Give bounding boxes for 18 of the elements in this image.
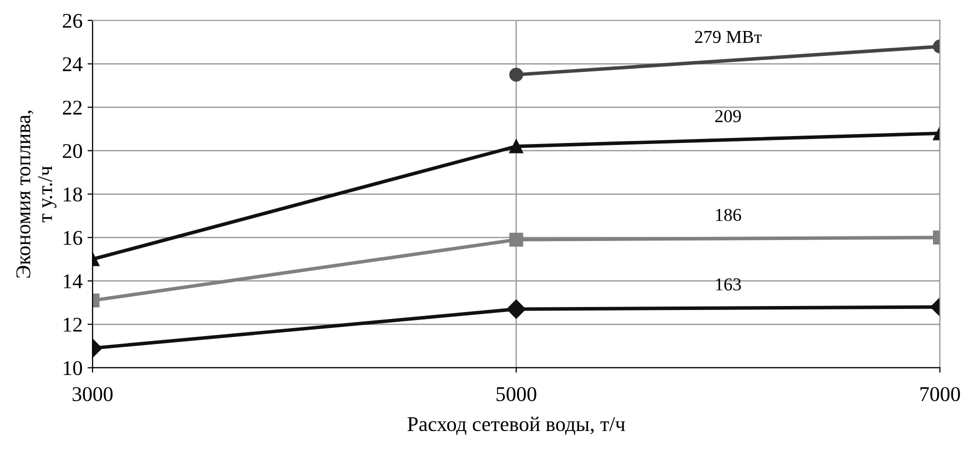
y-tick-label: 18 [64, 187, 82, 202]
series-label: 163 [716, 278, 741, 290]
y-tick-label: 12 [64, 318, 82, 332]
y-tick-label: 26 [62, 14, 82, 28]
x-tick-label: 3000 [72, 387, 113, 402]
y-tick-label: 24 [62, 57, 82, 72]
y-tick-label: 20 [62, 144, 82, 158]
series-label: 209 [715, 110, 741, 122]
y-tick-label: 22 [62, 100, 82, 114]
y-axis-title: Экономия топлива, т у.т./ч [16, 110, 56, 278]
y-tick-label: 10 [64, 361, 82, 376]
x-tick-label: 5000 [496, 387, 536, 402]
x-tick-label: 7000 [920, 387, 960, 402]
y-tick-label: 14 [64, 274, 82, 288]
y-tick-label: 16 [64, 230, 82, 245]
series-label: 186 [716, 208, 742, 222]
series-label: 279 МВт [695, 30, 762, 44]
x-axis-title: Расход сетевой воды, т/ч [408, 416, 625, 435]
